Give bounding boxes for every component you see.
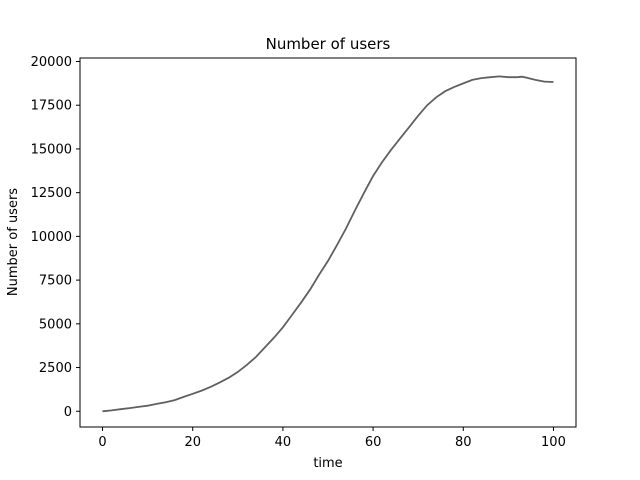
chart-title: Number of users xyxy=(266,35,391,53)
y-tick-label: 2500 xyxy=(39,361,72,376)
y-tick-label: 17500 xyxy=(31,99,72,114)
y-tick-label: 7500 xyxy=(39,274,72,289)
x-tick-label: 40 xyxy=(275,435,292,450)
x-tick-label: 60 xyxy=(365,435,382,450)
y-tick-label: 20000 xyxy=(31,55,72,70)
x-axis: 0 20 40 60 80 100 xyxy=(98,427,566,450)
y-axis: 0 2500 5000 7500 10000 12500 15000 17500 20000 xyxy=(31,55,80,420)
x-tick-label: 20 xyxy=(184,435,201,450)
x-tick-label: 0 xyxy=(98,435,106,450)
users-series-line xyxy=(102,75,554,413)
plot-frame xyxy=(79,57,577,428)
y-tick-label: 12500 xyxy=(31,186,72,201)
y-tick-label: 0 xyxy=(64,405,72,420)
x-axis-label: time xyxy=(313,456,342,471)
y-tick-label: 5000 xyxy=(39,317,72,332)
y-tick-label: 15000 xyxy=(31,142,72,157)
x-tick-label: 100 xyxy=(541,435,566,450)
y-axis-label: Number of users xyxy=(6,188,21,296)
y-tick-label: 10000 xyxy=(31,230,72,245)
x-tick-label: 80 xyxy=(455,435,472,450)
